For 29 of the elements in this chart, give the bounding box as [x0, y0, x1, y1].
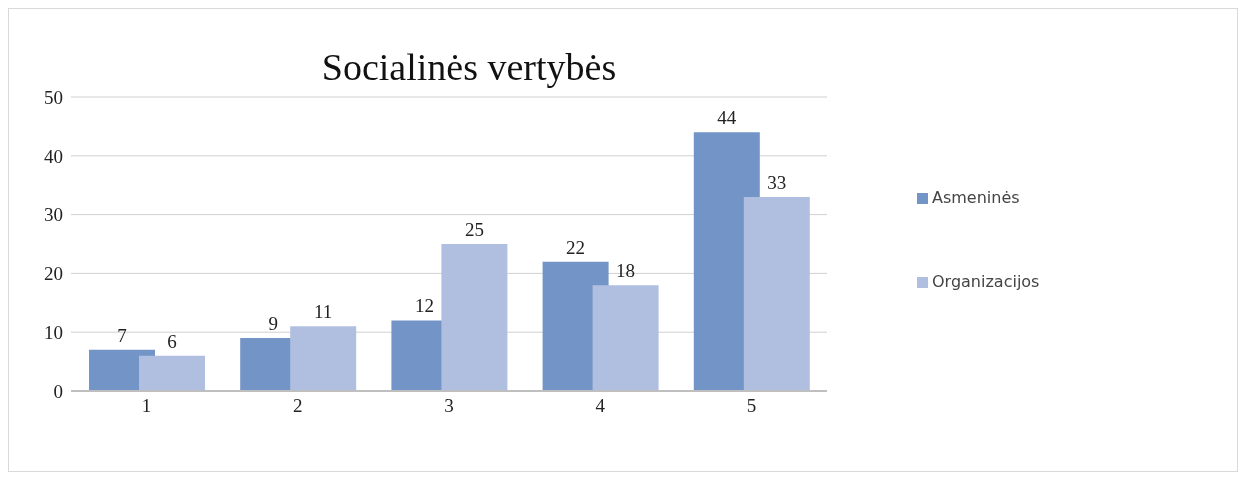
data-label: 25	[464, 219, 484, 240]
x-tick-label: 2	[293, 395, 303, 417]
data-label: 6	[167, 330, 177, 352]
x-tick-label: 3	[444, 395, 454, 417]
chart-title: Socialinės vertybės	[321, 46, 617, 88]
x-tick-label: 4	[595, 395, 606, 417]
data-label: 7	[117, 324, 127, 346]
y-tick-label: 20	[44, 263, 63, 285]
bar	[592, 285, 659, 391]
data-label: 12	[414, 295, 434, 317]
y-tick-label: 30	[44, 204, 63, 226]
y-tick-label: 10	[44, 321, 63, 343]
data-label: 11	[314, 301, 333, 323]
data-label: 22	[566, 236, 586, 258]
legend-label: Organizacijos	[932, 272, 1040, 291]
x-tick-label: 5	[746, 395, 757, 417]
data-label: 18	[616, 260, 636, 282]
data-label: 9	[268, 313, 278, 335]
bar	[743, 196, 810, 391]
y-tick-label: 50	[44, 86, 63, 108]
y-tick-label: 40	[44, 145, 63, 167]
x-tick-label: 1	[141, 395, 152, 417]
data-label: 44	[717, 107, 737, 129]
data-label: 33	[767, 171, 787, 193]
bar	[290, 326, 357, 391]
y-tick-label: 0	[53, 380, 63, 402]
legend-label: Asmeninės	[932, 188, 1020, 207]
bar	[441, 244, 508, 391]
bar	[139, 355, 205, 391]
